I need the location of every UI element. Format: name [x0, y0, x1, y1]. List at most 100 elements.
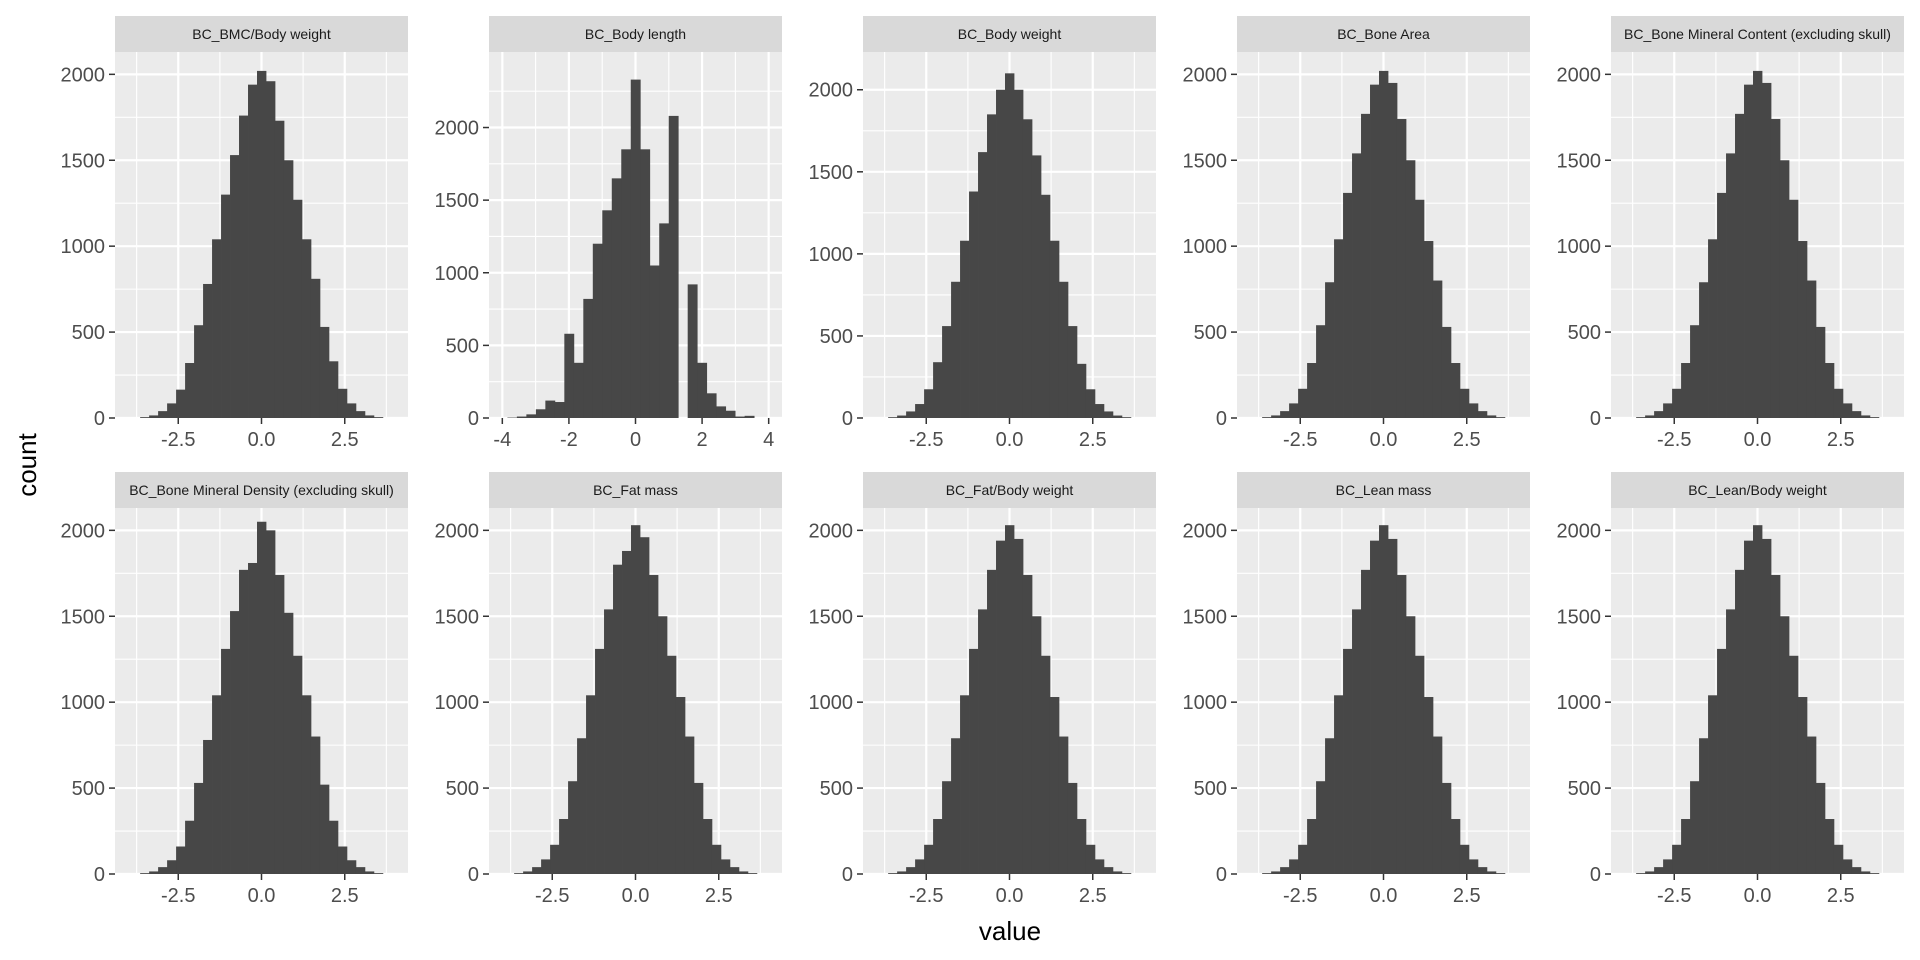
histogram-bar: [364, 871, 375, 874]
histogram-bars: [888, 73, 1132, 418]
histogram-bar: [1049, 697, 1060, 874]
histogram-bar: [969, 191, 979, 418]
facet-strip-title: BC_Body weight: [958, 26, 1062, 42]
y-tick-label: 2000: [1557, 64, 1602, 86]
histogram-bar: [639, 537, 650, 874]
histogram-bar: [301, 239, 312, 418]
histogram-bar: [1753, 70, 1763, 418]
histogram-bar: [1717, 192, 1727, 418]
facet-panel: BC_Bone Mineral Content (excluding skull…: [1557, 16, 1904, 451]
histogram-bar: [373, 873, 384, 874]
histogram-bar: [978, 609, 988, 874]
histogram-bar: [514, 873, 524, 874]
histogram-bar: [337, 388, 348, 418]
histogram-bar: [1699, 282, 1709, 418]
histogram-bar: [1343, 192, 1353, 418]
y-tick-label: 1000: [435, 263, 480, 285]
histogram-bar: [1860, 871, 1871, 874]
histogram-bar: [1860, 415, 1871, 418]
facet-strip: [1237, 16, 1530, 52]
histogram-bar: [1636, 417, 1646, 418]
histogram-bar: [355, 411, 366, 418]
histogram-bar: [1663, 403, 1673, 418]
histogram-bar: [1477, 867, 1488, 874]
histogram-bar: [951, 281, 961, 418]
y-tick-label: 500: [72, 778, 105, 800]
y-tick-label: 0: [94, 408, 105, 430]
x-tick-label: -2.5: [161, 885, 195, 907]
histogram-bar: [1761, 82, 1772, 418]
facet-strip-title: BC_Bone Area: [1337, 26, 1430, 42]
histogram-bar: [559, 819, 569, 874]
histogram-bar: [1459, 844, 1470, 874]
histogram-bar: [1441, 782, 1452, 874]
histogram-bar: [1699, 738, 1709, 874]
x-tick-label: -2.5: [535, 885, 569, 907]
histogram-bar: [554, 402, 565, 418]
facet-strip: [115, 16, 408, 52]
y-tick-label: 500: [1568, 322, 1601, 344]
facet-panel: BC_Bone Area 0 500 1000 1500 2000 -2.5 0.0 2.5: [1183, 16, 1530, 451]
histogram-bar: [1636, 873, 1646, 874]
histogram-bar: [1387, 82, 1398, 418]
histogram-bar: [706, 393, 717, 418]
histogram-bar: [888, 417, 898, 418]
histogram-bar: [738, 871, 749, 874]
facet-strip: [1611, 472, 1904, 508]
x-axis-label: value: [979, 916, 1041, 946]
histogram-bar: [1298, 844, 1308, 874]
histogram-bar: [1103, 411, 1114, 418]
histogram-bars: [1262, 70, 1506, 418]
facet-strip: [863, 16, 1156, 52]
histogram-bar: [212, 239, 222, 418]
histogram-bar: [1645, 415, 1655, 418]
histogram-bar: [1842, 403, 1853, 418]
y-tick-label: 1000: [1183, 236, 1228, 258]
histogram-bar: [1334, 239, 1344, 418]
facet-strip-title: BC_Lean/Body weight: [1688, 482, 1827, 498]
histogram-bar: [337, 846, 348, 874]
histogram-bar: [1495, 417, 1506, 418]
histogram-bar: [933, 819, 943, 874]
histogram-bar: [373, 417, 384, 418]
histogram-bar: [942, 326, 952, 418]
histogram-bar: [1005, 73, 1015, 418]
histogram-bar: [960, 240, 970, 418]
histogram-bar: [1058, 736, 1069, 874]
y-tick-label: 1500: [1557, 150, 1602, 172]
histogram-bar: [346, 403, 357, 418]
x-tick-label: 0.0: [1370, 885, 1398, 907]
histogram-bar: [516, 416, 527, 418]
x-tick-label: 0.0: [248, 429, 276, 451]
x-tick-label: 2.5: [705, 885, 733, 907]
histogram-bar: [1690, 781, 1700, 874]
facet-panel: BC_Fat mass 0 500 1000 1500 2000 -2.5 0.0 2.5: [435, 472, 782, 907]
histogram-bar: [933, 362, 943, 418]
histogram-bar: [1085, 389, 1096, 418]
x-tick-label: 0.0: [622, 885, 650, 907]
histogram-bar: [1815, 782, 1826, 874]
x-tick-label: -2.5: [1283, 885, 1317, 907]
histogram-bar: [1708, 239, 1718, 418]
y-tick-label: 500: [1568, 778, 1601, 800]
histogram-bar: [592, 243, 603, 418]
histogram-bar: [906, 867, 916, 874]
histogram-bar: [915, 859, 925, 874]
histogram-bar: [1112, 415, 1123, 418]
histogram-bar: [888, 873, 898, 874]
histogram-bar: [1432, 280, 1443, 418]
histogram-bars: [1262, 525, 1506, 874]
histogram-bar: [1298, 388, 1308, 418]
histogram-bar: [1681, 363, 1691, 418]
histogram-bar: [906, 411, 916, 418]
histogram-bar: [301, 695, 312, 874]
x-tick-label: 0.0: [1370, 429, 1398, 451]
histogram-bar: [1824, 819, 1835, 874]
histogram-bar: [675, 697, 686, 874]
histogram-bar: [1379, 70, 1389, 418]
histogram-bar: [167, 403, 177, 418]
histogram-bar: [1477, 411, 1488, 418]
histogram-bar: [140, 417, 150, 418]
